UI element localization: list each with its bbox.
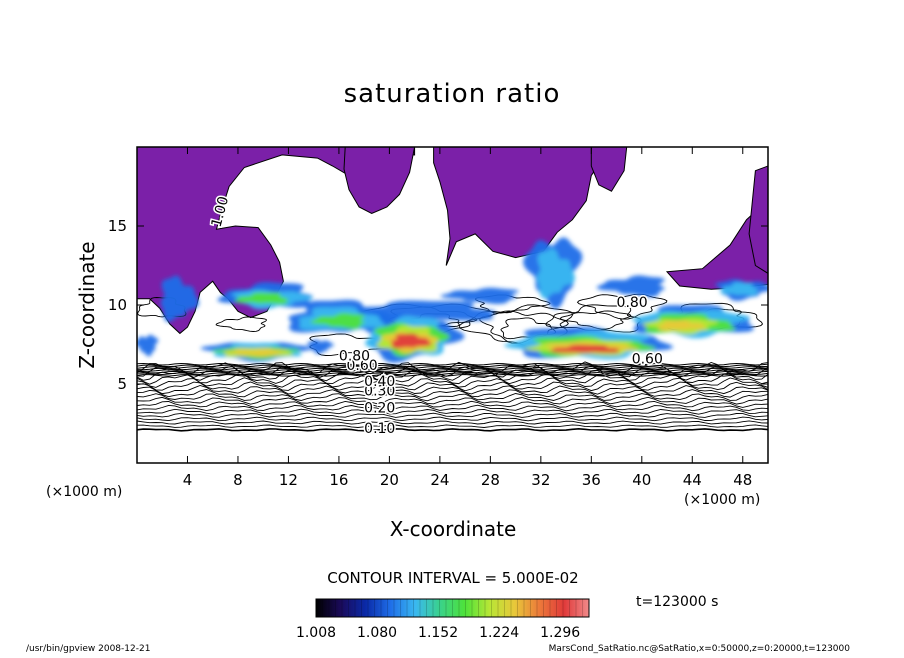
contour-label: 0.40 <box>364 374 395 390</box>
contour-line <box>137 364 768 368</box>
contour-label: 0.60 <box>632 352 663 368</box>
x-tick-label: 24 <box>430 471 449 489</box>
contour-line <box>137 367 768 371</box>
x-tick-label: 36 <box>582 471 601 489</box>
contour-label: 0.80 <box>617 295 648 311</box>
x-axis: 4 8 12 16 20 24 28 32 36 40 44 48 <box>183 147 752 489</box>
supersaturation-blob <box>596 275 665 298</box>
contour-line <box>137 373 768 377</box>
lower-contour-lines <box>137 361 768 432</box>
ice-region <box>433 147 604 266</box>
ice-region <box>590 147 628 192</box>
colorbar <box>315 598 590 618</box>
contour-line <box>137 381 768 392</box>
contour-line <box>137 389 768 398</box>
contour-line <box>137 420 768 425</box>
y-tick-label: 5 <box>117 375 127 393</box>
supersaturation-fills <box>137 237 768 363</box>
contour-line <box>137 427 768 432</box>
supersaturation-blob <box>550 344 620 353</box>
x-tick-label: 8 <box>233 471 243 489</box>
contour-line <box>137 424 768 428</box>
ice-region <box>665 203 768 290</box>
x-tick-label: 12 <box>279 471 298 489</box>
contour-line <box>137 396 768 405</box>
x-tick-label: 44 <box>683 471 702 489</box>
time-label: t=123000 s <box>636 594 718 610</box>
contour-line <box>137 377 768 388</box>
contour-line <box>559 310 632 330</box>
x-tick-label: 4 <box>183 471 193 489</box>
plot-area <box>137 147 768 463</box>
contour-line <box>137 393 768 402</box>
colorbar-tick-label: 1.080 <box>357 625 397 641</box>
x-tick-label: 16 <box>329 471 348 489</box>
x-tick-label: 48 <box>733 471 752 489</box>
y-axis: 5 10 15 <box>108 217 768 393</box>
contour-line <box>137 369 768 372</box>
supersaturation-blob <box>719 282 758 296</box>
ice-saturation-regions <box>137 147 768 335</box>
contour-line <box>215 316 267 332</box>
colorbar-ticks: 1.008 1.080 1.152 1.224 1.296 <box>296 599 583 641</box>
supersaturation-blob <box>222 349 288 357</box>
footer-left: /usr/bin/gpview 2008-12-21 <box>26 644 150 654</box>
y-tick-label: 15 <box>108 217 127 235</box>
supersaturation-blob <box>160 275 199 323</box>
contour-line <box>137 400 768 408</box>
supersaturation-blob <box>391 333 432 349</box>
contour-line <box>137 385 768 395</box>
x-tick-label: 20 <box>380 471 399 489</box>
contour-label: 0.10 <box>364 421 395 437</box>
colorbar-tick-label: 1.008 <box>296 625 336 641</box>
contour-line <box>137 372 768 376</box>
supersaturation-blob <box>234 292 289 305</box>
contour-label: 0.20 <box>364 401 395 417</box>
contour-label: 0.60 <box>346 358 377 374</box>
contour-line <box>137 412 768 418</box>
chart-title: saturation ratio <box>344 79 561 109</box>
supersaturation-blob <box>536 248 576 299</box>
contour-line <box>137 370 768 374</box>
supersaturation-blob <box>310 312 366 330</box>
x-unit-label-left: (×1000 m) <box>46 484 122 500</box>
ice-region <box>343 147 416 214</box>
contour-line <box>137 362 768 366</box>
contour-line <box>137 404 768 412</box>
x-axis-title: X-coordinate <box>390 517 517 541</box>
contour-label: 0.30 <box>364 383 395 399</box>
contour-label: 0.80 <box>339 349 370 365</box>
colorbar-tick-label: 1.152 <box>418 625 458 641</box>
supersaturation-blob <box>137 334 159 357</box>
x-tick-label: 40 <box>632 471 651 489</box>
supersaturation-blob <box>657 320 706 331</box>
supersaturation-blob <box>440 287 519 304</box>
colorbar-tick-label: 1.296 <box>540 625 580 641</box>
y-axis-title: Z-coordinate <box>75 241 99 368</box>
contour-line <box>137 416 768 422</box>
contour-line <box>474 294 551 314</box>
y-tick-label: 10 <box>108 296 127 314</box>
x-tick-label: 28 <box>481 471 500 489</box>
contour-line <box>137 366 768 369</box>
contour-interval-text: CONTOUR INTERVAL = 5.000E-02 <box>327 569 578 587</box>
footer-right: MarsCond_SatRatio.nc@SatRatio,x=0:50000,… <box>549 644 851 654</box>
contour-line <box>545 304 642 333</box>
x-tick-label: 32 <box>531 471 550 489</box>
x-unit-label-right: (×1000 m) <box>684 492 760 508</box>
supersaturation-blob <box>307 339 334 355</box>
ice-region <box>748 165 768 274</box>
colorbar-tick-label: 1.224 <box>479 625 519 641</box>
contour-line <box>137 408 768 415</box>
contour-line <box>137 365 768 378</box>
